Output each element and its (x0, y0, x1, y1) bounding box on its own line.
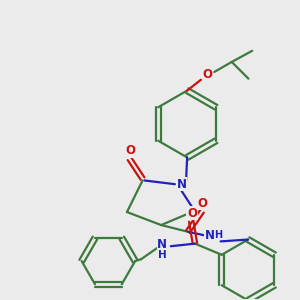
Text: O: O (198, 196, 208, 210)
Text: O: O (202, 68, 213, 82)
Text: H: H (214, 230, 222, 240)
Text: O: O (125, 144, 135, 157)
Text: N: N (177, 178, 187, 191)
Text: H: H (158, 250, 167, 260)
Text: N: N (204, 229, 214, 242)
Text: N: N (157, 238, 167, 251)
Text: O: O (187, 207, 197, 220)
